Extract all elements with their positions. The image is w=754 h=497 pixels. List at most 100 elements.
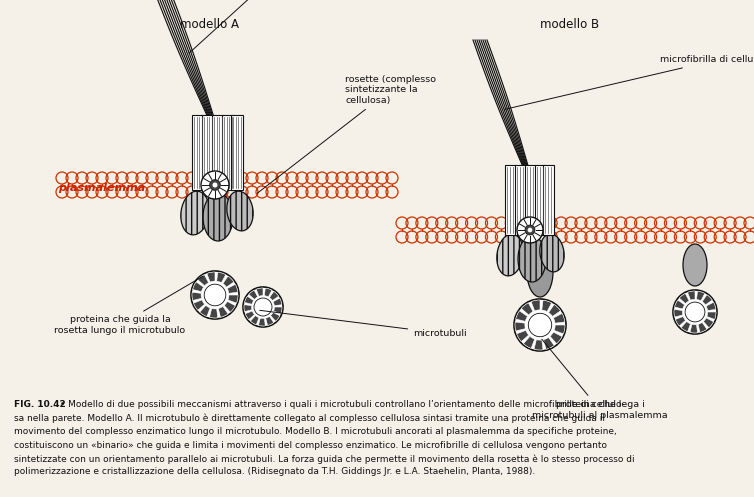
Ellipse shape <box>203 193 233 241</box>
Wedge shape <box>542 300 552 312</box>
Wedge shape <box>523 336 535 348</box>
Ellipse shape <box>181 191 209 235</box>
Circle shape <box>213 182 217 187</box>
Wedge shape <box>265 317 274 326</box>
Wedge shape <box>690 324 697 333</box>
Circle shape <box>204 284 225 306</box>
Wedge shape <box>706 312 716 320</box>
Text: microtubuli: microtubuli <box>260 310 467 337</box>
Circle shape <box>254 298 272 316</box>
Wedge shape <box>256 288 263 296</box>
Wedge shape <box>676 317 685 326</box>
Bar <box>192 115 204 190</box>
Bar <box>505 165 516 235</box>
Wedge shape <box>674 310 682 317</box>
Bar <box>525 165 536 235</box>
Text: • Modello di due possibili meccanismi attraverso i quali i microtubuli controlla: • Modello di due possibili meccanismi at… <box>57 400 625 409</box>
Wedge shape <box>245 311 254 320</box>
Ellipse shape <box>527 247 553 297</box>
Wedge shape <box>549 305 560 317</box>
Circle shape <box>673 290 717 334</box>
Wedge shape <box>554 325 565 334</box>
Circle shape <box>525 225 535 235</box>
Text: rosette (complesso
sintetizzante la
cellulosa): rosette (complesso sintetizzante la cell… <box>257 75 436 193</box>
Wedge shape <box>224 302 235 312</box>
Wedge shape <box>702 295 713 305</box>
Wedge shape <box>681 322 691 331</box>
Wedge shape <box>269 291 279 301</box>
Text: sintetizzate con un orientamento parallelo ai microtubuli. La forza guida che pe: sintetizzate con un orientamento paralle… <box>14 454 635 464</box>
Bar <box>212 115 224 190</box>
Wedge shape <box>219 307 228 317</box>
Text: modello B: modello B <box>541 18 599 31</box>
Text: proteina che guida la
rosetta lungo il microtubulo: proteina che guida la rosetta lungo il m… <box>54 276 203 334</box>
Wedge shape <box>193 282 204 292</box>
Wedge shape <box>516 331 529 341</box>
Wedge shape <box>216 272 225 283</box>
Wedge shape <box>210 309 218 318</box>
Circle shape <box>685 302 705 322</box>
Text: sa nella parete. Modello A. Il microtubulo è direttamente collegato al complesso: sa nella parete. Modello A. Il microtubu… <box>14 414 605 423</box>
Bar <box>222 115 234 190</box>
Wedge shape <box>250 316 259 325</box>
Circle shape <box>517 217 543 243</box>
Wedge shape <box>544 337 554 349</box>
Wedge shape <box>273 298 282 306</box>
Wedge shape <box>192 292 201 301</box>
Ellipse shape <box>683 244 707 286</box>
Text: movimento del complesso enzimatico lungo il microtubulo. Modello B. I microtubul: movimento del complesso enzimatico lungo… <box>14 427 617 436</box>
Text: FIG. 10.42: FIG. 10.42 <box>14 400 66 409</box>
Bar <box>202 115 214 190</box>
Circle shape <box>201 171 229 199</box>
Wedge shape <box>265 288 272 297</box>
Ellipse shape <box>227 191 253 231</box>
Text: proteina che lega i
microtubuli al plasmalemma: proteina che lega i microtubuli al plasm… <box>532 339 668 419</box>
Circle shape <box>210 180 220 190</box>
Circle shape <box>514 299 566 351</box>
Wedge shape <box>515 322 526 331</box>
Ellipse shape <box>518 236 546 282</box>
Wedge shape <box>259 318 265 326</box>
Wedge shape <box>679 293 689 304</box>
Ellipse shape <box>540 234 564 272</box>
Wedge shape <box>531 300 540 311</box>
Ellipse shape <box>497 234 523 276</box>
Bar <box>535 165 546 235</box>
Wedge shape <box>698 323 707 332</box>
Text: modello A: modello A <box>180 18 240 31</box>
Wedge shape <box>521 303 533 315</box>
Wedge shape <box>703 318 713 328</box>
Wedge shape <box>675 300 685 309</box>
Wedge shape <box>194 300 204 310</box>
Bar <box>515 165 526 235</box>
Wedge shape <box>553 314 565 323</box>
Circle shape <box>528 228 532 232</box>
Text: plasmalemma: plasmalemma <box>58 183 146 193</box>
Text: microfibrilla di cellulosa: microfibrilla di cellulosa <box>504 56 754 109</box>
Wedge shape <box>697 291 705 301</box>
Text: polimerizzazione e cristallizzazione della cellulosa. (Ridisegnato da T.H. Giddi: polimerizzazione e cristallizzazione del… <box>14 468 535 477</box>
Bar <box>543 165 554 235</box>
Circle shape <box>529 313 552 336</box>
Wedge shape <box>706 302 716 311</box>
Wedge shape <box>244 305 252 312</box>
Wedge shape <box>198 275 209 286</box>
Circle shape <box>243 287 283 327</box>
Wedge shape <box>271 312 280 321</box>
Wedge shape <box>223 276 234 287</box>
Circle shape <box>191 271 239 319</box>
Wedge shape <box>550 332 562 344</box>
Wedge shape <box>688 291 695 300</box>
Wedge shape <box>516 311 528 322</box>
Text: costituiscono un «binario» che guida e limita i movimenti del complesso enzimati: costituiscono un «binario» che guida e l… <box>14 440 607 449</box>
Text: microfibrilla
di cellulosa: microfibrilla di cellulosa <box>189 0 303 53</box>
Wedge shape <box>207 272 215 282</box>
Wedge shape <box>244 296 253 304</box>
Wedge shape <box>534 339 543 350</box>
Wedge shape <box>227 284 238 293</box>
Wedge shape <box>228 295 238 303</box>
Wedge shape <box>200 305 210 317</box>
Wedge shape <box>274 307 282 314</box>
Wedge shape <box>249 290 258 299</box>
Bar <box>231 115 243 190</box>
